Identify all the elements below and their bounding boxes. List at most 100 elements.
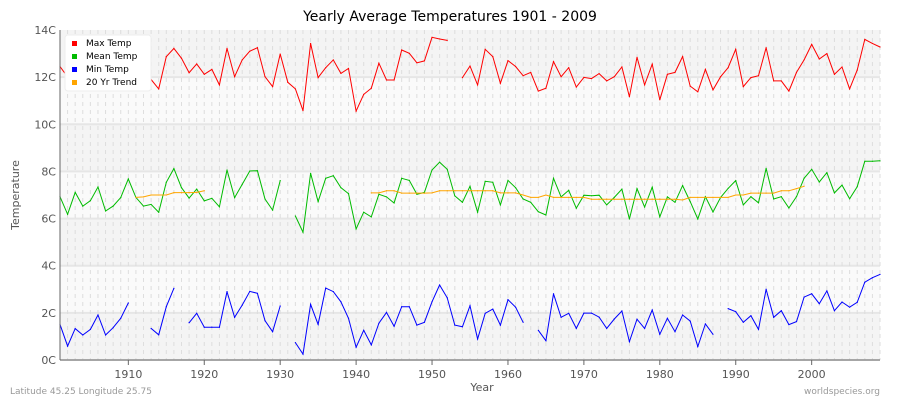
data-point-mean-temp	[811, 168, 813, 170]
data-point-20-yr-trend	[385, 190, 388, 192]
data-point-min-temp	[446, 297, 448, 299]
data-point-min-temp	[120, 317, 122, 319]
data-point-min-temp	[401, 306, 403, 308]
data-point-20-yr-trend	[408, 192, 410, 194]
data-point-mean-temp	[142, 205, 145, 207]
data-point-mean-temp	[644, 206, 646, 208]
data-point-min-temp	[560, 316, 562, 318]
data-point-min-temp	[309, 303, 312, 305]
data-point-min-temp	[492, 308, 494, 310]
data-point-min-temp	[590, 312, 593, 314]
y-tick-label: 4C	[41, 260, 56, 273]
data-point-max-temp	[469, 65, 471, 67]
data-point-mean-temp	[469, 185, 471, 187]
data-point-max-temp	[750, 77, 752, 79]
data-point-min-temp	[879, 273, 881, 276]
data-point-max-temp	[499, 82, 501, 84]
x-tick-label: 2000	[798, 368, 826, 381]
legend: Max Temp Mean Temp Min Temp 20 Yr Trend	[64, 34, 152, 92]
data-point-min-temp	[780, 310, 782, 312]
data-point-max-temp	[309, 42, 312, 45]
y-tick-label: 8C	[41, 165, 56, 178]
data-point-20-yr-trend	[431, 192, 433, 194]
data-point-mean-temp	[522, 198, 524, 200]
data-point-mean-temp	[188, 197, 190, 199]
data-point-mean-temp	[750, 196, 752, 198]
data-point-mean-temp	[74, 191, 76, 194]
data-point-mean-temp	[249, 170, 251, 172]
series-20-yr-trend	[135, 185, 805, 201]
data-point-max-temp	[476, 84, 479, 86]
grid-band	[60, 124, 880, 172]
data-point-mean-temp	[165, 181, 167, 183]
data-point-20-yr-trend	[795, 188, 798, 190]
series-line-min-temp	[537, 293, 714, 349]
data-point-max-temp	[590, 77, 593, 80]
data-point-min-temp	[347, 317, 350, 319]
y-tick-label: 12C	[34, 71, 56, 84]
data-point-20-yr-trend	[590, 198, 593, 200]
series-line-20-yr-trend	[135, 190, 205, 198]
data-point-min-temp	[765, 288, 767, 290]
data-point-max-temp	[864, 38, 866, 41]
data-point-mean-temp	[780, 196, 782, 198]
data-point-min-temp	[408, 306, 410, 308]
data-point-20-yr-trend	[644, 198, 646, 200]
data-point-max-temp	[256, 47, 259, 49]
source-label: worldspecies.org	[804, 387, 880, 397]
x-axis-label: Year	[469, 381, 494, 394]
data-point-max-temp	[522, 75, 524, 77]
legend-swatch	[72, 67, 77, 72]
data-point-max-temp	[583, 76, 585, 78]
data-point-max-temp	[826, 52, 828, 55]
data-point-mean-temp	[127, 178, 129, 180]
data-point-max-temp	[841, 66, 843, 68]
data-point-min-temp	[325, 287, 327, 289]
x-tick-label: 1910	[114, 368, 142, 381]
series-line-max-temp	[150, 36, 448, 113]
data-point-min-temp	[697, 345, 699, 348]
data-point-max-temp	[378, 62, 380, 64]
data-point-max-temp	[325, 67, 327, 69]
data-point-20-yr-trend	[788, 190, 790, 192]
data-point-max-temp	[818, 58, 820, 60]
data-point-20-yr-trend	[469, 190, 471, 192]
data-point-20-yr-trend	[454, 190, 456, 192]
legend-label: Min Temp	[86, 65, 129, 75]
data-point-20-yr-trend	[757, 192, 760, 194]
data-point-mean-temp	[317, 201, 319, 203]
data-point-max-temp	[279, 53, 281, 55]
data-point-min-temp	[196, 312, 198, 314]
data-point-mean-temp	[234, 196, 236, 199]
x-tick-label: 1960	[494, 368, 522, 381]
data-point-max-temp	[234, 76, 236, 78]
data-point-min-temp	[621, 310, 623, 312]
series-min-temp	[59, 273, 881, 356]
data-point-max-temp	[780, 80, 782, 82]
data-point-min-temp	[416, 324, 418, 326]
data-point-mean-temp	[575, 207, 577, 209]
data-point-20-yr-trend	[378, 192, 380, 194]
data-point-max-temp	[294, 88, 296, 90]
data-point-max-temp	[666, 73, 669, 75]
data-point-mean-temp	[841, 184, 843, 186]
data-point-min-temp	[537, 329, 539, 331]
data-point-max-temp	[165, 56, 167, 58]
data-point-mean-temp	[856, 186, 858, 188]
data-point-mean-temp	[203, 200, 205, 202]
data-point-20-yr-trend	[621, 198, 623, 200]
data-point-mean-temp	[590, 195, 593, 197]
data-point-min-temp	[363, 329, 365, 331]
data-point-max-temp	[727, 67, 729, 69]
data-point-max-temp	[712, 89, 714, 91]
data-point-max-temp	[871, 42, 874, 45]
data-point-mean-temp	[507, 179, 509, 181]
data-point-min-temp	[552, 293, 555, 295]
chart-title: Yearly Average Temperatures 1901 - 2009	[302, 9, 597, 25]
data-point-mean-temp	[613, 196, 615, 198]
data-point-20-yr-trend	[135, 196, 137, 198]
data-point-mean-temp	[173, 168, 175, 170]
data-point-min-temp	[484, 312, 486, 314]
data-point-mean-temp	[378, 193, 380, 195]
